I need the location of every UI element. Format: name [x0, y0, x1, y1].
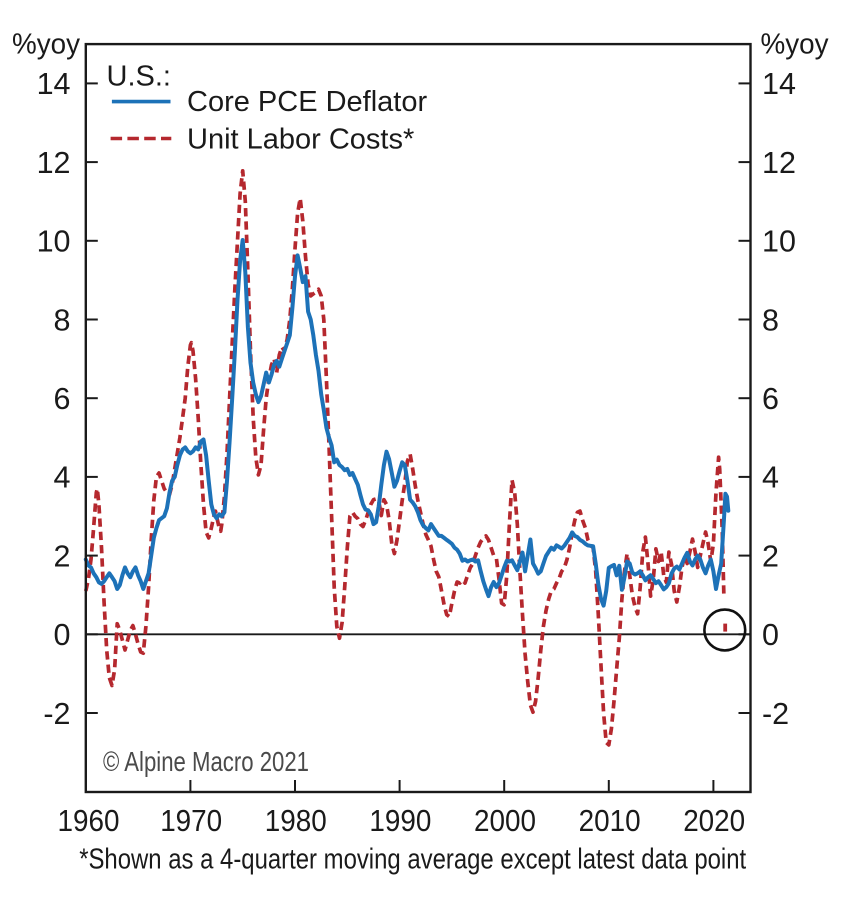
svg-text:0: 0 [54, 618, 71, 652]
svg-text:6: 6 [54, 382, 71, 416]
svg-text:-2: -2 [762, 697, 789, 731]
svg-text:4: 4 [762, 461, 779, 495]
svg-text:10: 10 [762, 225, 796, 259]
svg-text:0: 0 [762, 618, 779, 652]
svg-text:2000: 2000 [474, 804, 536, 838]
svg-text:*Shown as a 4-quarter moving a: *Shown as a 4-quarter moving average exc… [79, 844, 746, 876]
svg-text:Core PCE Deflator: Core PCE Deflator [187, 86, 427, 118]
svg-text:U.S.:: U.S.: [107, 61, 171, 93]
svg-text:Unit Labor Costs*: Unit Labor Costs* [187, 124, 414, 156]
svg-text:12: 12 [37, 146, 71, 180]
svg-text:%yoy: %yoy [12, 29, 80, 61]
svg-text:14: 14 [37, 67, 71, 101]
svg-text:2020: 2020 [683, 804, 745, 838]
svg-text:© Alpine Macro 2021: © Alpine Macro 2021 [103, 746, 309, 777]
svg-text:1990: 1990 [369, 804, 431, 838]
svg-text:4: 4 [54, 461, 71, 495]
svg-text:14: 14 [762, 67, 796, 101]
svg-text:1980: 1980 [265, 804, 327, 838]
svg-text:2010: 2010 [579, 804, 641, 838]
svg-text:8: 8 [54, 303, 71, 337]
svg-text:6: 6 [762, 382, 779, 416]
svg-text:12: 12 [762, 146, 796, 180]
svg-text:2: 2 [762, 539, 779, 573]
svg-text:1960: 1960 [58, 804, 120, 838]
svg-text:8: 8 [762, 303, 779, 337]
svg-text:%yoy: %yoy [761, 29, 829, 61]
svg-text:-2: -2 [43, 697, 70, 731]
svg-text:1970: 1970 [160, 804, 222, 838]
svg-text:2: 2 [54, 539, 71, 573]
svg-text:10: 10 [37, 225, 71, 259]
